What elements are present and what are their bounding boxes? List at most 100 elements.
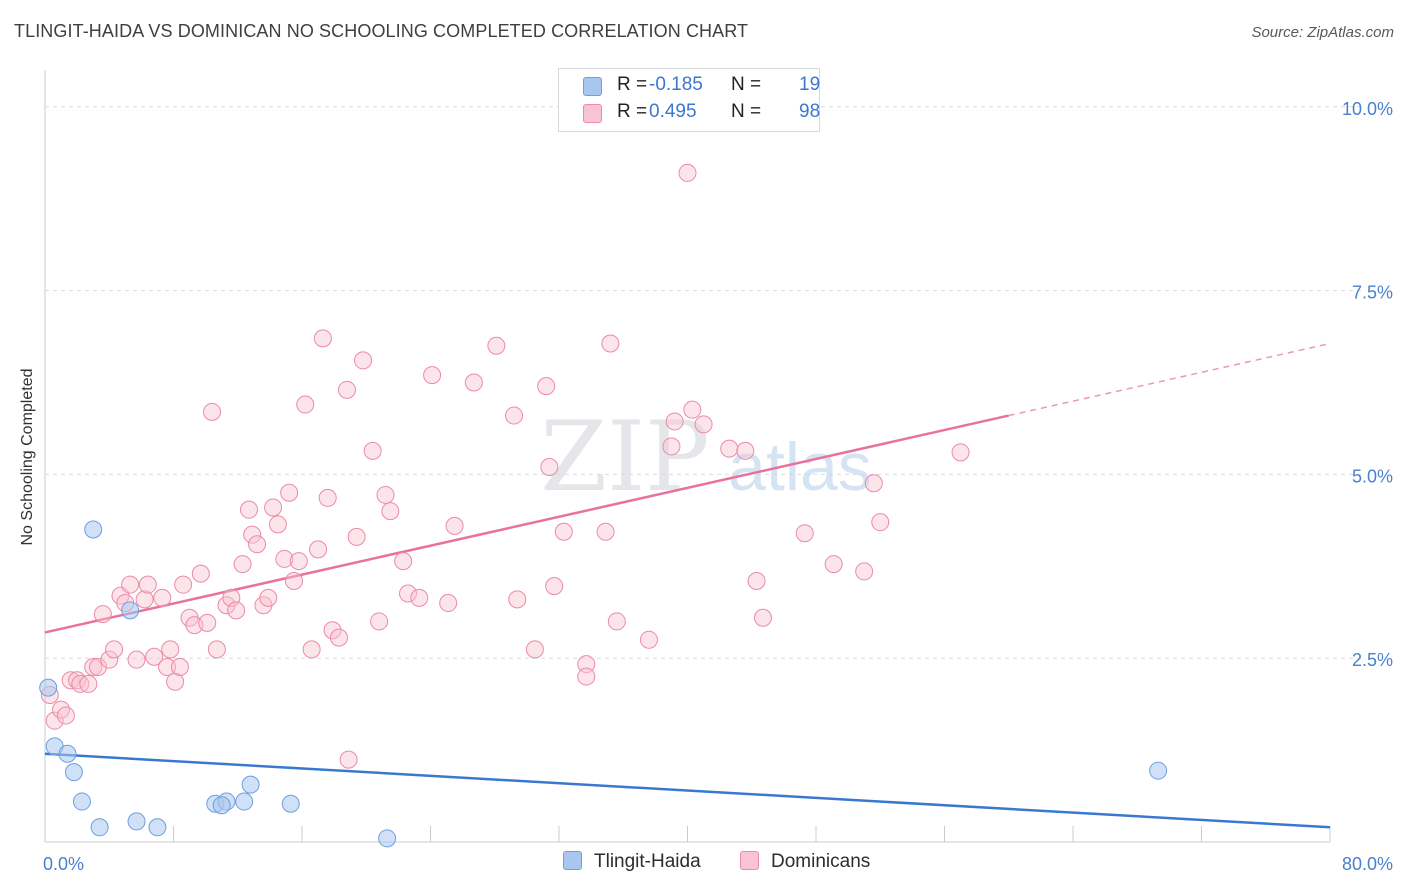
point-dominicans [284,571,303,590]
y-tick-label: 10.0% [1342,99,1393,119]
point-dominicans [545,577,564,596]
point-dominicans [577,655,596,674]
point-tlingit-haida [235,792,254,811]
point-dominicans [601,334,620,353]
point-tlingit-haida [39,678,58,697]
point-dominicans [508,590,527,609]
point-dominicans [280,483,299,502]
point-dominicans [487,336,506,355]
point-dominicans [264,498,283,517]
point-dominicans [720,439,739,458]
point-dominicans [736,441,755,460]
point-dominicans [337,380,356,399]
point-dominicans [871,513,890,532]
point-dominicans [683,400,702,419]
point-dominicans [339,750,358,769]
point-dominicans [394,552,413,571]
point-dominicans [239,500,258,519]
point-tlingit-haida [148,818,167,837]
point-dominicans [121,575,140,594]
point-dominicans [100,650,119,669]
point-tlingit-haida [90,818,109,837]
point-dominicans [554,522,573,541]
point-dominicans [439,594,458,613]
point-dominicans [354,351,373,370]
point-tlingit-haida [121,601,140,620]
legend-n-value: 98 [799,101,821,122]
point-dominicans [52,700,71,719]
point-dominicans [753,608,772,627]
point-dominicans [153,588,172,607]
point-dominicans [318,488,337,507]
point-tlingit-haida [58,744,77,763]
point-dominicans [464,373,483,392]
point-dominicans [505,406,524,425]
point-dominicans [68,671,87,690]
legend-r-value: -0.185 [649,74,703,95]
point-dominicans [951,443,970,462]
trendline-dominicans-extension [1008,342,1331,417]
watermark-atlas: atlas [728,429,872,505]
point-dominicans [105,640,124,659]
chart-title: TLINGIT-HAIDA VS DOMINICAN NO SCHOOLING … [14,21,749,41]
point-dominicans [207,640,226,659]
point-dominicans [79,674,98,693]
legend-item-dominicans: Dominicans [740,851,870,873]
watermark-zip: ZIP [540,401,709,513]
point-tlingit-haida [378,829,397,848]
legend-label: Dominicans [771,851,871,872]
point-dominicans [639,630,658,649]
point-dominicans [170,658,189,677]
point-dominicans [45,711,64,730]
point-dominicans [309,540,328,559]
point-dominicans [747,571,766,590]
legend-n-label: N = [731,74,762,95]
point-tlingit-haida [241,775,260,794]
point-dominicans [161,640,180,659]
point-dominicans [203,402,222,421]
point-dominicans [296,395,315,414]
x-tick-label: 0.0% [43,854,84,874]
point-dominicans [323,621,342,640]
point-dominicans [135,590,154,609]
point-tlingit-haida [1149,761,1168,780]
point-dominicans [174,575,193,594]
point-dominicans [662,437,681,456]
point-tlingit-haida [72,792,91,811]
point-dominicans [93,605,112,624]
point-dominicans [329,628,348,647]
point-dominicans [363,441,382,460]
legend-r-label: R = [617,101,648,122]
point-dominicans [127,650,146,669]
trendline-dominicans [44,414,1010,634]
point-dominicans [248,535,267,554]
point-dominicans [381,502,400,521]
y-tick-label: 7.5% [1352,283,1393,303]
trendline-tlingit-haida [44,752,1331,829]
point-tlingit-haida [84,520,103,539]
point-dominicans [596,522,615,541]
point-dominicans [227,601,246,620]
point-dominicans [191,564,210,583]
legend-swatch-blue [583,77,602,96]
point-dominicans [243,525,262,544]
point-dominicans [824,555,843,574]
legend-n-label: N = [731,101,762,122]
legend-swatch-pink [583,104,602,123]
point-dominicans [376,485,395,504]
point-dominicans [795,524,814,543]
point-tlingit-haida [281,794,300,813]
point-dominicans [61,671,80,690]
point-dominicans [864,474,883,493]
y-tick-label: 2.5% [1352,650,1393,670]
point-dominicans [145,647,164,666]
point-dominicans [665,412,684,431]
point-dominicans [138,575,157,594]
point-dominicans [607,612,626,631]
y-tick-label: 5.0% [1352,466,1393,486]
point-dominicans [289,552,308,571]
point-tlingit-haida [64,763,83,782]
point-dominicans [259,588,278,607]
point-dominicans [410,588,429,607]
